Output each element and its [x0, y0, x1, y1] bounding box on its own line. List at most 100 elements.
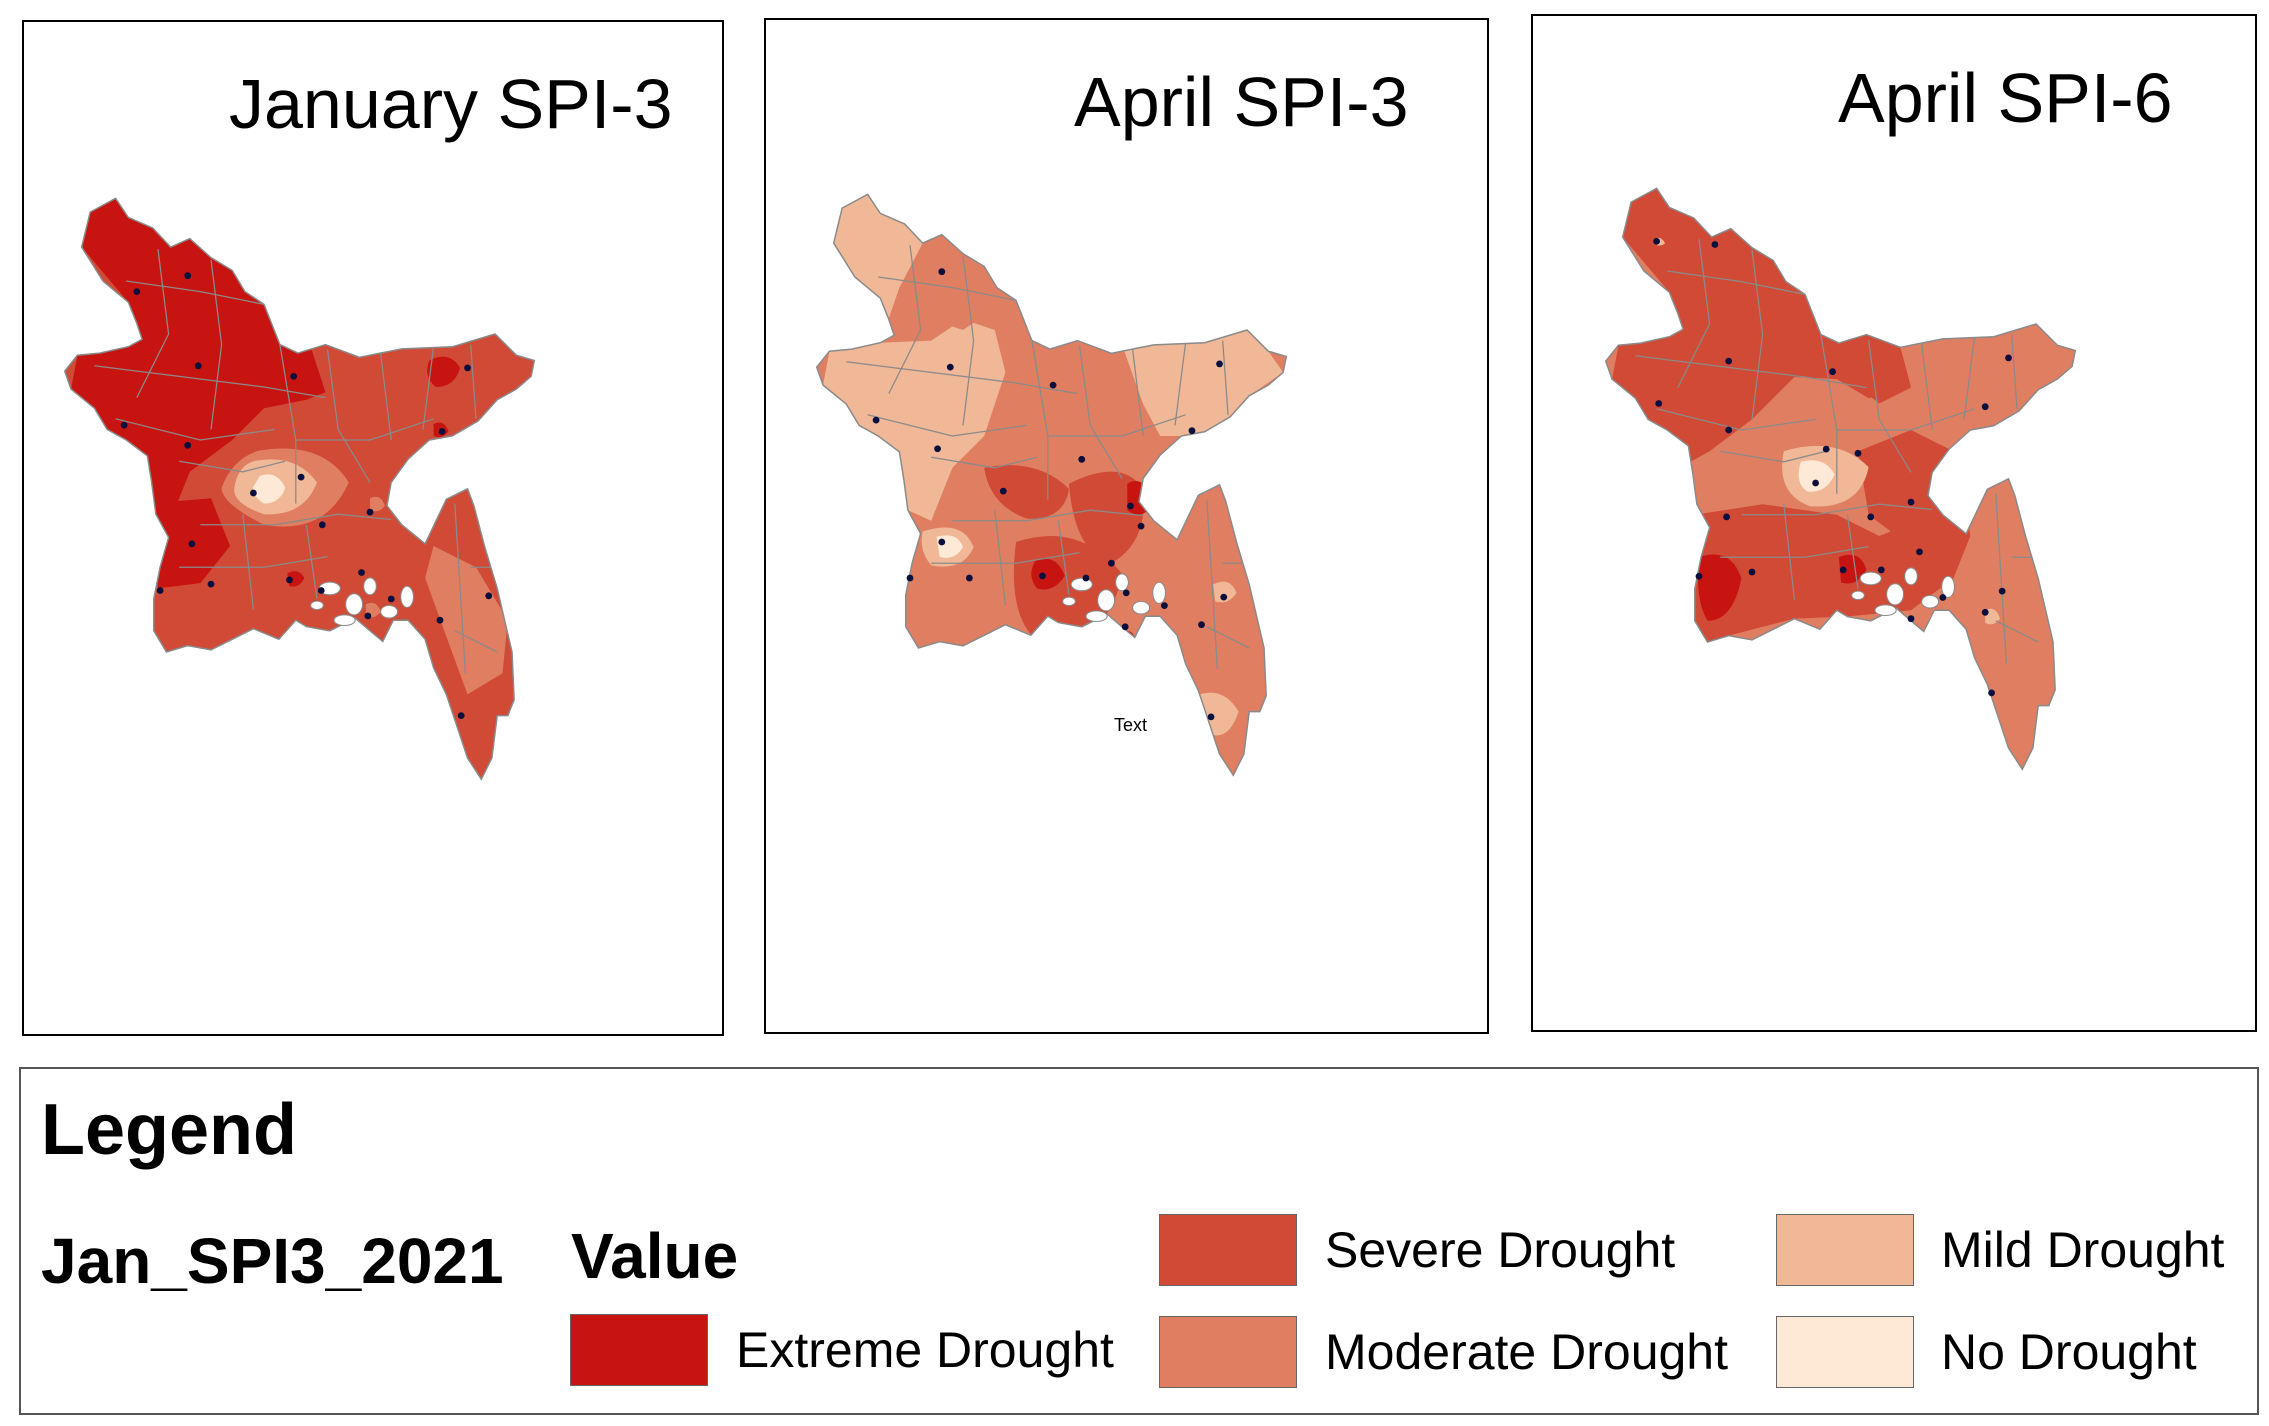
- weather-station-point: [1748, 568, 1756, 576]
- legend-value-heading: Value: [571, 1220, 739, 1292]
- weather-station-point: [1049, 381, 1057, 389]
- weather-station-point: [934, 445, 941, 453]
- weather-station-point: [906, 574, 914, 582]
- map-panel-april-spi3: April SPI-3 Text: [764, 18, 1489, 1034]
- label-no-drought: No Drought: [1941, 1324, 2197, 1380]
- river-delta-gap: [345, 593, 364, 616]
- district-boundary: [952, 509, 1144, 522]
- district-boundary: [210, 259, 223, 430]
- weather-station-point: [1981, 608, 1989, 616]
- panel-title: April SPI-3: [1074, 63, 1409, 141]
- district-boundary: [1131, 349, 1144, 437]
- river-delta-gap: [1085, 610, 1108, 623]
- label-moderate-drought: Moderate Drought: [1325, 1324, 1729, 1380]
- weather-station-point: [1127, 502, 1134, 510]
- weather-station-point: [1822, 445, 1830, 453]
- drought-zone: [71, 198, 326, 525]
- district-boundary: [1741, 503, 1933, 516]
- river-delta-gap: [1941, 575, 1955, 599]
- map-layer: [63, 197, 536, 781]
- weather-station-point: [133, 288, 141, 295]
- district-boundary: [1846, 514, 1859, 590]
- weather-station-point: [1161, 602, 1168, 609]
- river-delta-gap: [1874, 604, 1897, 617]
- legend-title: Legend: [41, 1090, 298, 1170]
- river-delta-gap: [400, 585, 414, 609]
- panel-title: January SPI-3: [229, 65, 673, 143]
- weather-station-point: [297, 473, 305, 481]
- district-boundary: [470, 344, 477, 419]
- district-boundary: [1031, 340, 1049, 500]
- drought-zone: [1069, 471, 1144, 564]
- weather-station-point: [464, 364, 471, 372]
- weather-station-point: [250, 489, 257, 497]
- district-boundary: [994, 510, 1007, 606]
- weather-station-point: [1812, 479, 1819, 487]
- weather-station-point: [1988, 689, 1995, 697]
- swatch-extreme-drought: [570, 1314, 708, 1386]
- drought-zone: [427, 356, 461, 387]
- weather-station-point: [1981, 403, 1989, 411]
- weather-station-point: [184, 272, 192, 280]
- river-delta-gap: [363, 577, 377, 596]
- district-boundary: [1720, 545, 1869, 558]
- map-layer: [1604, 187, 2077, 771]
- district-boundary: [1222, 340, 1229, 415]
- district-boundary: [867, 414, 1027, 437]
- drought-zone: [425, 546, 508, 695]
- country-outline: [815, 193, 1288, 777]
- weather-station-point: [1122, 589, 1130, 597]
- weather-station-point: [207, 580, 215, 588]
- district-boundary: [200, 513, 392, 526]
- weather-station-point: [938, 538, 946, 546]
- district-boundary: [1174, 342, 1187, 426]
- map-panel-january-spi3: January SPI-3: [22, 20, 724, 1036]
- weather-station-point: [1082, 574, 1090, 582]
- drought-zone: [1798, 460, 1835, 492]
- district-boundary: [1047, 414, 1186, 437]
- weather-station-point: [1198, 621, 1205, 629]
- weather-station-point: [965, 574, 973, 582]
- weather-station-point: [485, 592, 493, 600]
- drought-zone: [1127, 481, 1154, 515]
- weather-station-point: [1711, 241, 1719, 248]
- drought-zone: [253, 474, 286, 504]
- weather-station-point: [290, 373, 298, 380]
- district-boundary: [1635, 355, 1867, 389]
- weather-station-point: [184, 441, 192, 449]
- district-boundary: [1920, 343, 1933, 431]
- drought-zone: [1838, 554, 1867, 584]
- weather-station-point: [1829, 368, 1836, 376]
- map-text-annotation: Text: [1114, 715, 1148, 735]
- weather-station-point: [1137, 522, 1145, 530]
- district-boundary: [422, 346, 435, 430]
- weather-station-point: [1839, 566, 1847, 574]
- district-boundary: [1656, 408, 1816, 431]
- weather-station-point: [188, 540, 196, 548]
- weather-station-point: [999, 487, 1007, 495]
- district-boundary: [1867, 339, 1912, 473]
- weather-station-point: [457, 712, 465, 719]
- weather-station-point: [436, 616, 444, 624]
- district-boundary: [1820, 334, 1838, 494]
- river-delta-gap: [333, 614, 356, 627]
- weather-station-point: [156, 587, 164, 594]
- river-delta-gap: [310, 600, 324, 611]
- drought-zone: [1122, 330, 1284, 436]
- district-boundary: [1836, 408, 1975, 431]
- district-boundary: [1057, 520, 1070, 596]
- river-delta-gap: [1886, 583, 1905, 606]
- weather-station-point: [1078, 455, 1086, 463]
- drought-zone: [287, 571, 305, 587]
- river-delta-gap: [1859, 571, 1882, 586]
- district-boundaries: [1635, 239, 2049, 664]
- weather-station-point: [1216, 360, 1223, 368]
- weather-station-point: [438, 428, 446, 435]
- weather-station-point: [286, 576, 293, 584]
- district-boundary: [179, 460, 286, 473]
- district-boundary: [1963, 336, 1976, 420]
- weather-station-point: [1854, 449, 1862, 457]
- district-boundary: [126, 280, 265, 305]
- district-boundary: [888, 245, 922, 394]
- district-boundary: [454, 630, 498, 653]
